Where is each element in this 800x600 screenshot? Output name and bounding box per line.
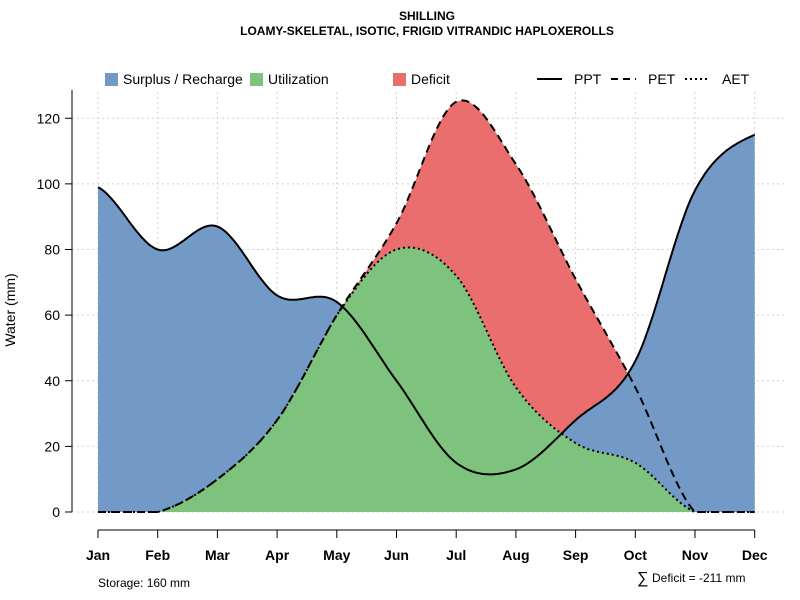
axes: 0 20 40 60 80 100 120 Jan Feb Mar Apr May Jun Jul Aug S… [37,90,768,563]
y-tick-label: 40 [44,373,60,389]
x-tick-label: Mar [205,547,230,563]
legend-label-line: AET [722,71,750,87]
legend: Surplus / Recharge Utilization Deficit PPT P… [105,71,750,87]
surplus-recharge-area [98,134,755,512]
x-tick-label: Apr [265,547,290,563]
x-tick-label: Sep [563,547,589,563]
y-tick-label: 20 [44,438,60,454]
legend-label-area: Surplus / Recharge [123,71,243,87]
series-lines [97,99,756,513]
ppt-line [97,133,756,476]
legend-swatch-1 [250,73,263,86]
x-tick-label: Dec [742,547,768,563]
legend-label-line: PPT [574,71,602,87]
legend-swatch-2 [393,73,406,86]
area-fills [98,100,755,513]
y-tick-label: 60 [44,307,60,323]
x-tick-label: Jun [384,547,409,563]
x-tick-label: Oct [624,547,648,563]
x-tick-label: Aug [502,547,529,563]
utilization-area [98,247,755,512]
legend-label-line: PET [648,71,676,87]
y-tick-label: 0 [52,504,60,520]
x-tick-label: Jan [86,547,110,563]
legend-swatch-0 [105,73,118,86]
deficit-annotation: Deficit = -211 mm [652,571,745,585]
x-tick-label: Jul [446,547,466,563]
storage-annotation: Storage: 160 mm [98,576,190,590]
chart-title: SHILLING [399,9,455,23]
x-tick-label: Nov [682,547,709,563]
legend-label-area: Deficit [411,71,450,87]
aet-line [98,246,755,513]
y-axis-label: Water (mm) [2,273,18,346]
x-tick-label: Feb [145,547,170,563]
legend-label-area: Utilization [268,71,329,87]
x-tick-label: May [323,547,350,563]
y-tick-label: 100 [37,176,61,192]
y-tick-label: 120 [37,110,61,126]
y-tick-label: 80 [44,242,60,258]
deficit-sum-symbol: ∑ [637,570,648,587]
chart-subtitle: LOAMY-SKELETAL, ISOTIC, FRIGID VITRANDIC… [240,24,614,38]
